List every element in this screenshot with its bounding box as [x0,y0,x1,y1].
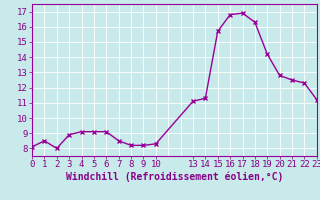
X-axis label: Windchill (Refroidissement éolien,°C): Windchill (Refroidissement éolien,°C) [66,172,283,182]
